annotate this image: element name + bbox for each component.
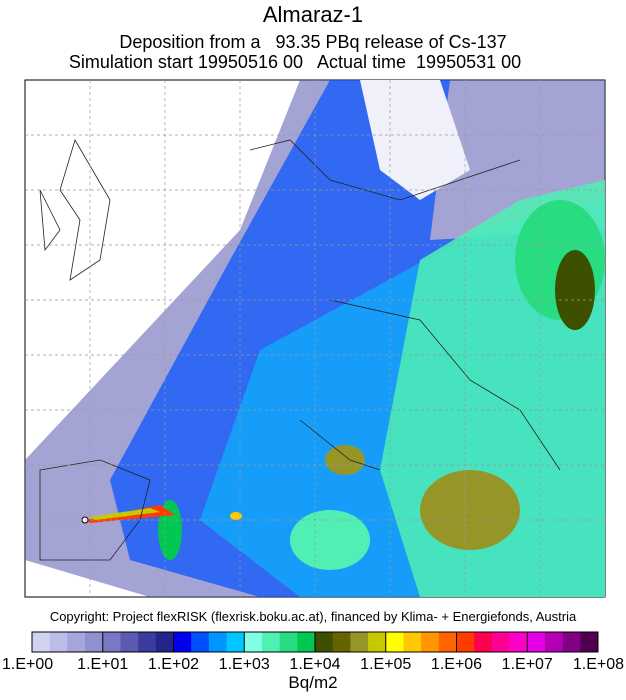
color-step	[544, 632, 564, 652]
color-step	[438, 632, 457, 652]
colorbar-tick-label: 1.E+01	[77, 656, 128, 673]
color-step	[191, 632, 210, 652]
color-step	[315, 632, 334, 652]
colorbar-tick-label: 1.E+00	[2, 656, 53, 673]
colorbar-tick-label: 1.E+03	[219, 656, 270, 673]
colorbar-tick-label: 1.E+04	[289, 656, 340, 673]
color-step	[208, 632, 228, 652]
color-step	[491, 632, 511, 652]
color-step	[85, 632, 104, 652]
color-step	[580, 632, 599, 652]
colorbar-tick-label: 1.E+07	[502, 656, 553, 673]
color-step	[562, 632, 581, 652]
map	[24, 79, 606, 598]
color-step	[261, 632, 281, 652]
colorbar-tick-label: 1.E+02	[148, 656, 199, 673]
color-step	[67, 632, 86, 652]
colorbar: 1.E+00 1.E+01 1.E+02 1.E+03 1.E+04 1.E+05 1.E+…	[2, 631, 624, 673]
color-step	[32, 632, 51, 652]
color-step	[350, 632, 369, 652]
color-step	[102, 632, 121, 652]
color-step	[297, 632, 316, 652]
color-step	[456, 632, 475, 652]
colorbar-tick-label: 1.E+06	[431, 656, 482, 673]
color-step	[403, 632, 422, 652]
color-step	[509, 632, 528, 652]
copyright: Copyright: Project flexRISK (flexrisk.bo…	[50, 609, 577, 624]
color-step	[279, 632, 298, 652]
color-step	[332, 632, 351, 652]
color-step	[226, 632, 245, 652]
color-step	[244, 632, 263, 652]
colorbar-unit: Bq/m2	[288, 673, 337, 692]
colorbar-tick-label: 1.E+08	[573, 656, 624, 673]
color-step	[49, 632, 68, 652]
color-step	[173, 632, 192, 652]
color-step	[155, 632, 174, 652]
color-step	[474, 632, 493, 652]
color-step	[138, 632, 157, 652]
color-step	[368, 632, 387, 652]
color-step	[120, 632, 139, 652]
color-step	[527, 632, 546, 652]
color-step	[421, 632, 440, 652]
subtitle: Deposition from a 93.35 PBq release of C…	[119, 32, 506, 52]
color-step	[385, 632, 404, 652]
timing: Simulation start 19950516 00 Actual time…	[69, 52, 521, 72]
title: Almaraz-1	[263, 2, 363, 27]
colorbar-tick-label: 1.E+05	[360, 656, 411, 673]
